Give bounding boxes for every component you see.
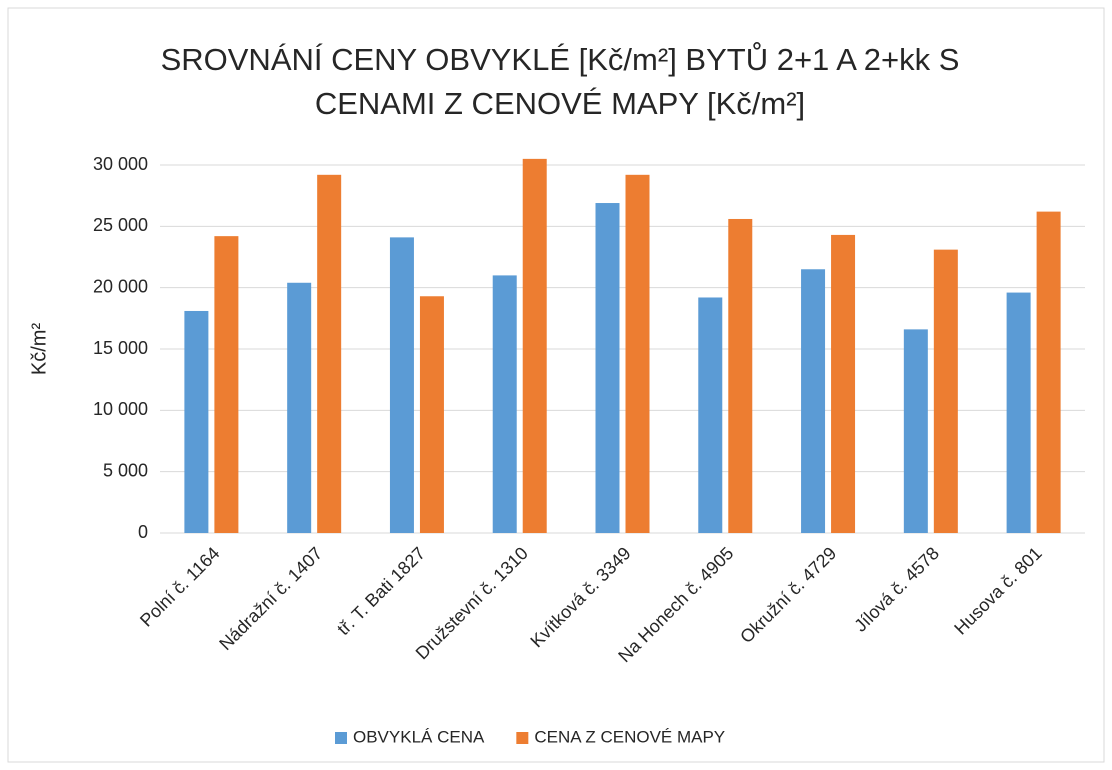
y-axis-label: Kč/m² <box>28 323 50 376</box>
bar <box>698 297 723 533</box>
bar <box>287 282 312 533</box>
y-tick-label: 30 000 <box>93 154 148 174</box>
bar <box>184 310 209 533</box>
bar <box>522 158 547 533</box>
y-tick-label: 20 000 <box>93 276 148 296</box>
y-tick-label: 15 000 <box>93 338 148 358</box>
y-tick-label: 5 000 <box>103 460 148 480</box>
chart-title: SROVNÁNÍ CENY OBVYKLÉ [Kč/m²] BYTŮ 2+1 A… <box>160 42 960 121</box>
bar <box>317 174 342 533</box>
legend-label: OBVYKLÁ CENA <box>353 727 485 746</box>
legend-swatch <box>335 732 347 744</box>
bar <box>933 249 958 533</box>
bar <box>625 174 650 533</box>
bar <box>389 237 414 533</box>
legend-label: CENA Z CENOVÉ MAPY <box>534 727 725 746</box>
bar <box>214 236 239 533</box>
bar <box>728 218 753 533</box>
bar <box>831 234 856 534</box>
y-tick-label: 10 000 <box>93 399 148 419</box>
bar <box>801 269 826 533</box>
bar <box>419 296 444 533</box>
y-tick-label: 25 000 <box>93 215 148 235</box>
bar <box>1006 292 1031 533</box>
bar <box>595 203 620 533</box>
legend-swatch <box>516 732 529 744</box>
bar <box>492 275 517 533</box>
bar <box>903 329 928 533</box>
bar <box>1036 211 1061 533</box>
y-tick-label: 0 <box>138 522 148 542</box>
